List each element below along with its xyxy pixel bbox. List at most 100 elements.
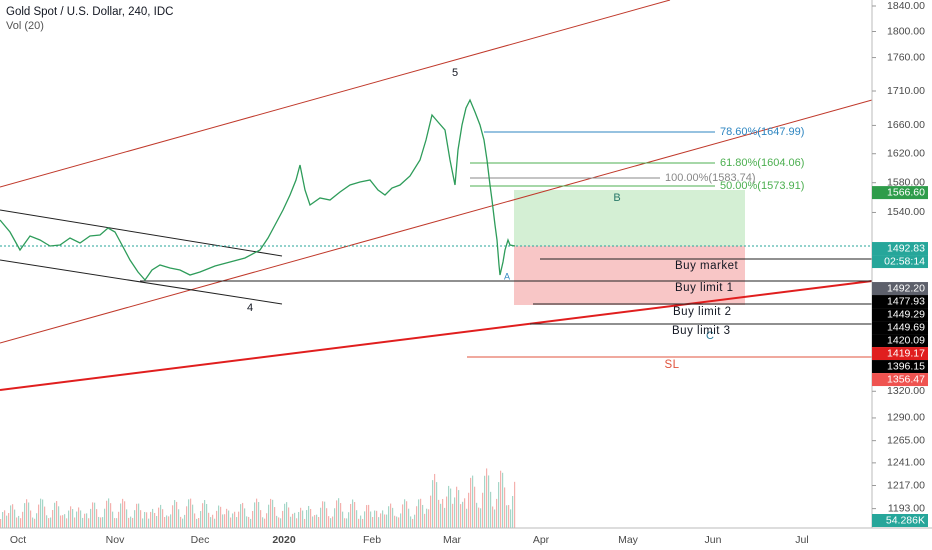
volume-bar (236, 517, 238, 528)
volume-bar (74, 517, 76, 528)
volume-bar (508, 505, 510, 528)
loss-zone (514, 246, 745, 305)
volume-bar (118, 511, 120, 528)
volume-bar (316, 514, 318, 528)
time-label: Apr (533, 534, 550, 546)
volume-bar (208, 512, 210, 528)
volume-bar (284, 503, 286, 528)
volume-bar (366, 505, 368, 528)
volume-bar (2, 512, 4, 528)
volume-bar (428, 509, 430, 528)
volume-bar (194, 513, 196, 528)
volume-bar (80, 510, 82, 528)
volume-bar (444, 507, 446, 528)
time-label: Jul (795, 534, 808, 546)
volume-bar (344, 518, 346, 528)
volume-bar (244, 508, 246, 528)
volume-bar (266, 513, 268, 528)
time-label: Mar (443, 534, 462, 546)
volume-bar (276, 515, 278, 528)
volume-bar (210, 517, 212, 528)
volume-bar (388, 506, 390, 528)
price-tag (872, 321, 928, 335)
price-tag (872, 186, 928, 200)
volume-bar (406, 501, 408, 528)
volume-bar (246, 516, 248, 528)
volume-bar (332, 516, 334, 528)
volume-bar (252, 511, 254, 528)
volume-bar (408, 508, 410, 528)
price-label: 1580.00 (887, 176, 925, 188)
volume-bar (474, 486, 476, 528)
trend-lines (0, 0, 873, 391)
volume-bar (482, 492, 484, 528)
order-label: Buy limit 3 (672, 325, 731, 337)
volume-bar (214, 518, 216, 528)
volume-bar (294, 512, 296, 528)
volume-bar (286, 502, 288, 528)
volume-bar (362, 518, 364, 528)
volume-bar (490, 491, 492, 528)
volume-bar (422, 504, 424, 528)
price-tag (872, 360, 928, 374)
price-label: 1800.00 (887, 25, 925, 37)
volume-bar (160, 504, 162, 528)
volume-bar (62, 515, 64, 528)
volume-bar (384, 514, 386, 528)
volume-bar (312, 516, 314, 528)
volume-bar (184, 514, 186, 528)
volume-bar (484, 475, 486, 528)
volume-bar (392, 507, 394, 528)
wave-label: C (706, 330, 714, 342)
fib-label: 100.00%(1583.74) (665, 172, 756, 184)
volume-bar (32, 517, 34, 528)
price-label: 1840.00 (887, 0, 925, 12)
volume-bar (262, 517, 264, 528)
volume-bar (10, 505, 12, 528)
price-label: 1320.00 (887, 385, 925, 397)
price-tag-label: 1419.17 (887, 347, 925, 359)
volume-bar (116, 518, 118, 528)
price-tag (872, 295, 928, 309)
volume-bar (90, 508, 92, 528)
volume-bar (146, 512, 148, 528)
volume-bar (204, 500, 206, 528)
volume-bar (398, 517, 400, 528)
volume-bar (258, 502, 260, 528)
volume-bar (174, 500, 176, 528)
volume-bar (176, 501, 178, 528)
volume-bar (264, 518, 266, 528)
volume-bar (466, 508, 468, 528)
volume-bar (232, 513, 234, 528)
volume-bars (0, 468, 516, 528)
price-label: 1660.00 (887, 119, 925, 131)
countdown-tag (872, 255, 928, 269)
volume-bar (382, 510, 384, 528)
volume-bar (68, 510, 70, 528)
axes: 1840.00 1800.00 1760.00 1710.00 1660.00 1620.… (10, 0, 928, 546)
volume-bar (434, 473, 436, 528)
volume-bar (334, 508, 336, 528)
price-label: 1241.00 (887, 457, 925, 469)
volume-bar (86, 513, 88, 528)
volume-bar (78, 507, 80, 528)
volume-bar (64, 514, 66, 528)
volume-bar (328, 516, 330, 528)
volume-bar (144, 511, 146, 528)
fib-label: 61.80%(1604.06) (720, 157, 804, 169)
volume-bar (410, 516, 412, 528)
volume-bar (122, 498, 124, 528)
volume-bar (22, 511, 24, 528)
volume-bar (368, 504, 370, 528)
time-label: Nov (106, 534, 125, 546)
volume-bar (298, 512, 300, 528)
volume-bar (188, 499, 190, 528)
volume-bar (448, 485, 450, 528)
volume-bar (370, 511, 372, 528)
profit-zone (514, 190, 745, 246)
volume-bar (198, 517, 200, 528)
volume-bar (304, 518, 306, 528)
time-label: Feb (363, 534, 381, 546)
wedge-upper (0, 209, 283, 257)
